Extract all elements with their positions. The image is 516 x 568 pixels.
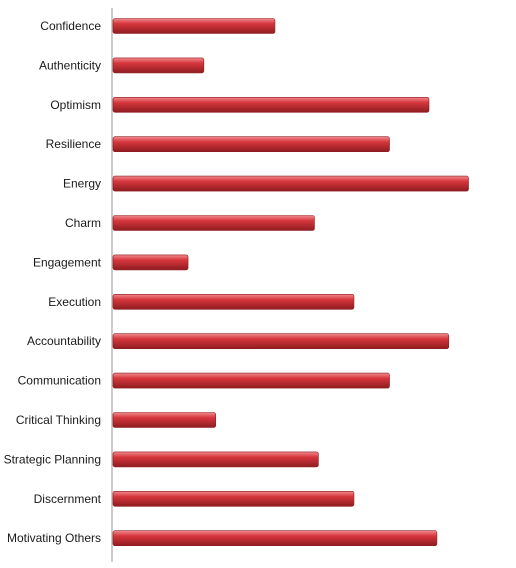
bars [112,18,469,547]
bar-communication [112,372,390,389]
bar-engagement [112,254,189,271]
bar-execution [112,293,355,310]
category-label-optimism: Optimism [50,98,101,112]
category-label-confidence: Confidence [40,19,101,33]
category-label-critical-thinking: Critical Thinking [16,413,101,427]
bar-motivating-others [112,530,438,547]
category-label-resilience: Resilience [46,137,102,151]
bar-resilience [112,136,390,152]
bar-critical-thinking [112,412,216,428]
category-label-motivating-others: Motivating Others [7,531,101,545]
bar-energy [112,175,469,192]
category-label-engagement: Engagement [33,255,102,269]
category-label-charm: Charm [65,216,101,230]
category-label-strategic-planning: Strategic Planning [4,452,101,466]
bar-strategic-planning [112,451,319,468]
bar-confidence [112,18,276,34]
bar-optimism [112,97,430,113]
category-label-discernment: Discernment [34,492,102,506]
bar-charm [112,215,315,231]
category-label-authenticity: Authenticity [39,58,101,72]
category-label-communication: Communication [18,374,101,388]
bar-accountability [112,333,450,350]
category-label-accountability: Accountability [27,334,101,348]
category-labels: Confidence Authenticity Optimism Resilience… [4,19,102,545]
bar-discernment [112,490,355,507]
category-label-energy: Energy [63,177,101,191]
category-label-execution: Execution [48,295,101,309]
bar-authenticity [112,57,205,74]
